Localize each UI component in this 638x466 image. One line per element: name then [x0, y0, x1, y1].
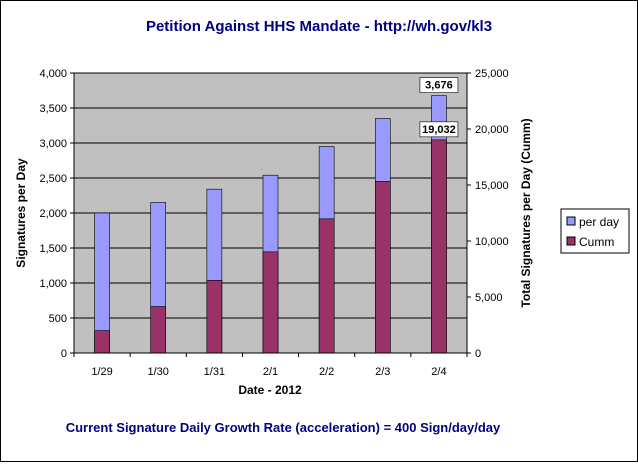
bar-cumm — [206, 280, 223, 354]
cumm-series — [94, 139, 447, 354]
left-axis-ticks: 0 500 1,000 1,500 2,000 2,500 3,000 3,500 4,000 — [39, 68, 74, 360]
x-tick-label: 2/2 — [319, 366, 334, 378]
data-label-box — [419, 121, 459, 138]
right-tick-label: 15,000 — [475, 180, 509, 192]
bar-cumm — [150, 306, 167, 354]
x-tick-label: 2/3 — [375, 366, 390, 378]
right-tick-label: 25,000 — [475, 68, 509, 80]
left-tick-label: 0 — [61, 348, 67, 360]
data-label-box — [419, 77, 459, 93]
legend-label-cumm: Cumm — [579, 235, 614, 249]
y-axis-left-title: Signatures per Day — [14, 158, 28, 268]
data-label: 19,032 — [419, 121, 459, 138]
x-tick-label: 2/4 — [431, 366, 446, 378]
y-axis-right-title: Total Signatures per Day (Cumm) — [519, 118, 533, 307]
x-tick-label: 1/31 — [204, 366, 225, 378]
bar-cumm — [374, 181, 391, 354]
bar-cumm — [94, 330, 110, 354]
x-axis-ticks: 1/29 1/30 1/31 2/1 2/2 2/3 2/4 — [73, 353, 468, 378]
left-tick-label: 2,500 — [39, 173, 67, 185]
data-label: 3,676 — [419, 77, 459, 93]
left-tick-label: 4,000 — [39, 68, 67, 80]
x-tick-label: 2/1 — [263, 366, 278, 378]
left-tick-label: 2,000 — [39, 208, 67, 220]
left-tick-label: 1,000 — [39, 278, 67, 290]
legend: per day Cumm — [560, 208, 630, 254]
left-tick-label: 3,000 — [39, 138, 67, 150]
legend-swatch-per-day — [566, 216, 576, 226]
x-tick-label: 1/30 — [148, 366, 169, 378]
left-tick-label: 1,500 — [39, 243, 67, 255]
right-tick-label: 10,000 — [475, 236, 509, 248]
left-tick-label: 3,500 — [39, 103, 67, 115]
bar-cumm — [318, 218, 335, 354]
legend-label-per-day: per day — [579, 215, 619, 229]
bar-cumm — [431, 139, 447, 354]
data-label-text: 19,032 — [422, 124, 456, 136]
right-tick-label: 5,000 — [475, 292, 503, 304]
x-tick-label: 1/29 — [91, 366, 112, 378]
bar-cumm — [262, 251, 279, 354]
right-axis-ticks: 0 5,000 10,000 15,000 20,000 25,000 — [467, 68, 509, 360]
chart-subtitle: Current Signature Daily Growth Rate (acc… — [66, 420, 501, 435]
right-tick-label: 0 — [475, 348, 481, 360]
legend-box — [560, 208, 630, 254]
legend-swatch-cumm — [566, 236, 576, 246]
right-tick-label: 20,000 — [475, 124, 509, 136]
data-label-text: 3,676 — [425, 80, 453, 92]
left-tick-label: 500 — [49, 313, 67, 325]
data-labels: 3,676 19,032 — [419, 77, 459, 138]
x-axis-title: Date - 2012 — [238, 383, 302, 397]
chart-title: Petition Against HHS Mandate - http://wh… — [146, 18, 492, 35]
